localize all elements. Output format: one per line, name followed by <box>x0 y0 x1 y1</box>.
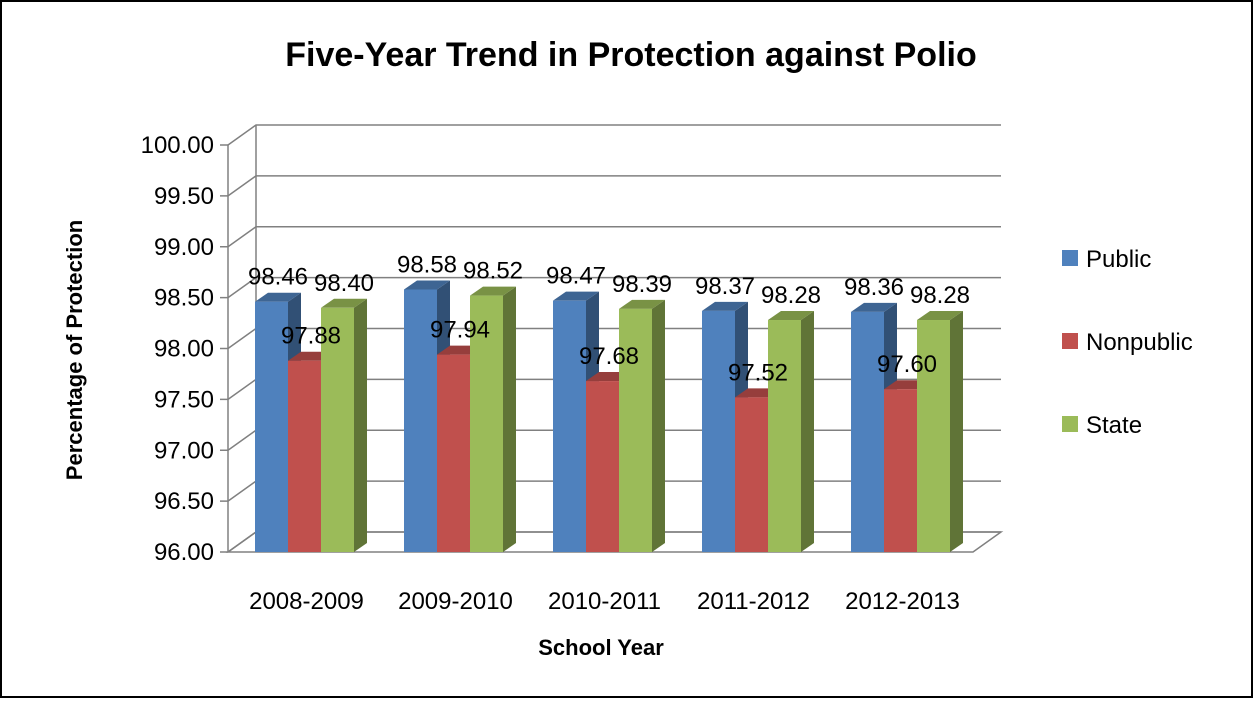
chart-title: Five-Year Trend in Protection against Po… <box>285 36 977 74</box>
data-label: 98.40 <box>314 270 374 297</box>
data-label: 97.60 <box>877 351 937 378</box>
bar-side <box>354 298 367 552</box>
data-label: 98.36 <box>844 274 904 301</box>
bar-state-2012-2013 <box>917 311 963 552</box>
gridline <box>227 124 1001 146</box>
data-label: 98.28 <box>761 282 821 309</box>
bar-top <box>404 280 450 290</box>
bar-side <box>801 311 814 552</box>
data-label: 98.47 <box>546 263 606 290</box>
x-axis-categories: 2008-2009 2009-2010 2010-2011 2011-2012 2012… <box>249 588 960 615</box>
bar-front <box>768 320 801 552</box>
y-tick-label: 100.00 <box>141 132 214 159</box>
bar-side <box>503 286 516 552</box>
bar-top <box>702 301 748 311</box>
data-label: 97.94 <box>430 317 490 344</box>
data-label: 97.52 <box>728 359 788 386</box>
y-tick-label: 99.00 <box>154 234 214 261</box>
legend-swatch-state <box>1062 416 1078 432</box>
data-label: 97.68 <box>579 343 639 370</box>
bar-front <box>884 389 917 552</box>
bar-front <box>702 310 735 552</box>
bar-front <box>288 360 321 552</box>
bar-front <box>851 311 884 552</box>
bar-front <box>321 307 354 552</box>
bar-top <box>619 299 665 309</box>
bar-front <box>917 320 950 552</box>
data-labels: 98.46 97.88 98.40 98.58 97.94 98.52 98.47 97.68… <box>248 251 970 386</box>
bar-front <box>470 295 503 552</box>
bar-top <box>321 298 367 308</box>
data-label: 97.88 <box>281 323 341 350</box>
y-tick-label: 96.50 <box>154 488 214 515</box>
x-tick-label: 2009-2010 <box>398 588 513 615</box>
gridline <box>227 276 1001 299</box>
y-tick-label: 99.50 <box>154 183 214 210</box>
bars <box>255 280 963 552</box>
legend-swatch-nonpublic <box>1062 333 1078 349</box>
legend-label-state: State <box>1086 412 1142 439</box>
x-axis-title: School Year <box>538 635 664 660</box>
x-tick-label: 2008-2009 <box>249 588 364 615</box>
legend-label-public: Public <box>1086 246 1151 273</box>
y-tick-label: 98.50 <box>154 285 214 312</box>
y-tick-label: 97.00 <box>154 437 214 464</box>
bar-top <box>553 291 599 301</box>
data-label: 98.28 <box>910 282 970 309</box>
bar-top <box>470 286 516 296</box>
y-tick-label: 98.00 <box>154 336 214 363</box>
bar-front <box>437 354 470 552</box>
data-label: 98.37 <box>695 273 755 300</box>
y-tick-label: 96.00 <box>154 539 214 566</box>
gridline <box>227 226 1001 248</box>
gridline <box>227 175 1001 197</box>
bar-front <box>619 308 652 552</box>
bar-side <box>652 299 665 552</box>
bar-top <box>768 311 814 321</box>
legend-swatch-public <box>1062 250 1078 266</box>
bar-side <box>950 311 963 552</box>
legend: Public Nonpublic State <box>1062 246 1193 439</box>
y-tick-label: 97.50 <box>154 386 214 413</box>
legend-label-nonpublic: Nonpublic <box>1086 329 1193 356</box>
bar-front <box>255 301 288 552</box>
x-tick-label: 2012-2013 <box>845 588 960 615</box>
x-tick-label: 2010-2011 <box>548 588 661 615</box>
bar-front <box>735 397 768 552</box>
bar-top <box>255 292 301 302</box>
bar-front <box>586 381 619 552</box>
bar-state-2009-2010 <box>470 286 516 552</box>
bar-top <box>851 302 897 312</box>
bar-front <box>553 300 586 552</box>
x-tick-label: 2011-2012 <box>697 588 810 615</box>
data-label: 98.46 <box>248 264 308 291</box>
data-label: 98.52 <box>463 258 523 285</box>
data-label: 98.58 <box>397 251 457 278</box>
bar-state-2008-2009 <box>321 298 367 552</box>
y-axis-title: Percentage of Protection <box>62 220 87 480</box>
data-label: 98.39 <box>612 271 672 298</box>
bar-state-2010-2011 <box>619 299 665 552</box>
bar-top <box>917 311 963 321</box>
y-axis-ticks: 96.00 96.50 97.00 97.50 98.00 98.50 99.00 99.50… <box>141 132 228 566</box>
bar-state-2011-2012 <box>768 311 814 552</box>
bar-front <box>404 289 437 552</box>
